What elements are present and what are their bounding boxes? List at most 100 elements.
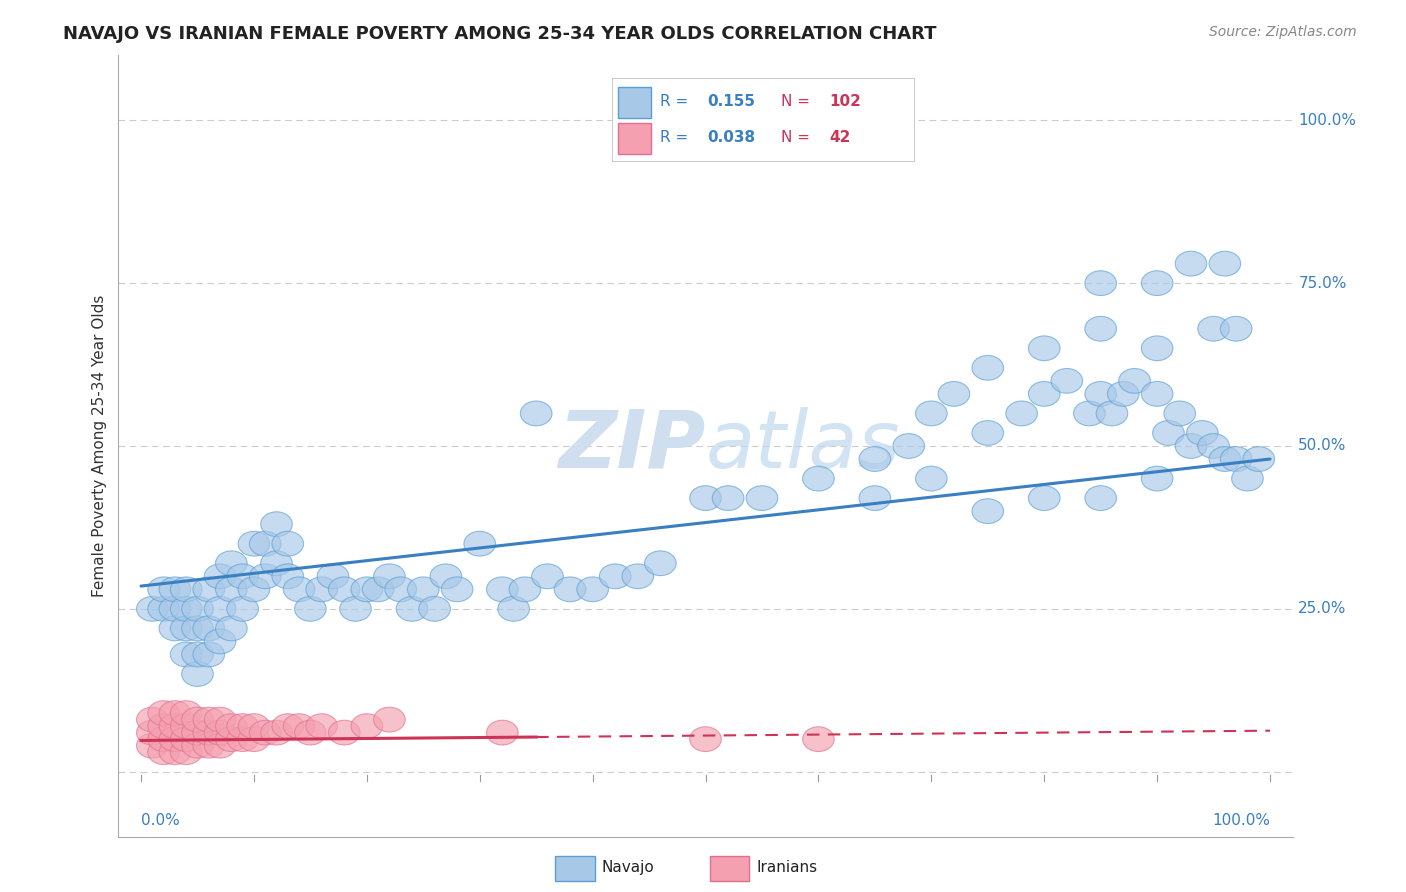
Ellipse shape — [1085, 317, 1116, 341]
Ellipse shape — [1198, 434, 1229, 458]
Ellipse shape — [1142, 271, 1173, 295]
Ellipse shape — [1243, 447, 1275, 471]
Ellipse shape — [859, 447, 890, 471]
Text: Source: ZipAtlas.com: Source: ZipAtlas.com — [1209, 25, 1357, 39]
Ellipse shape — [419, 597, 450, 621]
Ellipse shape — [1085, 486, 1116, 510]
Ellipse shape — [148, 727, 180, 752]
Ellipse shape — [1175, 434, 1206, 458]
Ellipse shape — [408, 577, 439, 602]
Ellipse shape — [307, 714, 337, 739]
Ellipse shape — [859, 486, 890, 510]
Text: 25.0%: 25.0% — [1298, 601, 1347, 616]
Ellipse shape — [159, 714, 191, 739]
Ellipse shape — [204, 629, 236, 654]
Ellipse shape — [193, 642, 225, 667]
Ellipse shape — [181, 597, 214, 621]
Text: 42: 42 — [830, 130, 851, 145]
Text: 0.038: 0.038 — [707, 130, 755, 145]
Ellipse shape — [295, 597, 326, 621]
Ellipse shape — [159, 577, 191, 602]
Text: Navajo: Navajo — [602, 860, 655, 874]
Text: R =: R = — [659, 130, 693, 145]
Ellipse shape — [226, 597, 259, 621]
Ellipse shape — [1220, 447, 1251, 471]
Ellipse shape — [747, 486, 778, 510]
Ellipse shape — [170, 616, 202, 640]
Ellipse shape — [148, 739, 180, 764]
Ellipse shape — [260, 720, 292, 745]
Ellipse shape — [193, 707, 225, 732]
Text: NAVAJO VS IRANIAN FEMALE POVERTY AMONG 25-34 YEAR OLDS CORRELATION CHART: NAVAJO VS IRANIAN FEMALE POVERTY AMONG 2… — [63, 25, 936, 43]
Ellipse shape — [893, 434, 925, 458]
Ellipse shape — [531, 564, 564, 589]
Ellipse shape — [226, 727, 259, 752]
Ellipse shape — [271, 714, 304, 739]
Ellipse shape — [1028, 382, 1060, 406]
Text: R =: R = — [659, 94, 693, 109]
Ellipse shape — [271, 532, 304, 556]
Ellipse shape — [136, 733, 169, 758]
Ellipse shape — [215, 551, 247, 575]
Ellipse shape — [1220, 317, 1251, 341]
Ellipse shape — [215, 616, 247, 640]
Text: 102: 102 — [830, 94, 860, 109]
Text: 50.0%: 50.0% — [1298, 439, 1347, 453]
Ellipse shape — [972, 355, 1004, 380]
Ellipse shape — [1164, 401, 1195, 425]
Ellipse shape — [396, 597, 427, 621]
Ellipse shape — [576, 577, 609, 602]
Ellipse shape — [170, 597, 202, 621]
Ellipse shape — [1142, 336, 1173, 360]
Ellipse shape — [599, 564, 631, 589]
Ellipse shape — [1153, 421, 1184, 445]
Ellipse shape — [148, 714, 180, 739]
Ellipse shape — [170, 714, 202, 739]
Ellipse shape — [170, 642, 202, 667]
Ellipse shape — [972, 499, 1004, 524]
Ellipse shape — [644, 551, 676, 575]
Ellipse shape — [329, 577, 360, 602]
Ellipse shape — [498, 597, 530, 621]
Ellipse shape — [193, 616, 225, 640]
Ellipse shape — [430, 564, 461, 589]
Ellipse shape — [181, 642, 214, 667]
Ellipse shape — [352, 577, 382, 602]
Text: 0.0%: 0.0% — [141, 814, 180, 828]
Ellipse shape — [1175, 252, 1206, 276]
Ellipse shape — [520, 401, 553, 425]
Ellipse shape — [938, 382, 970, 406]
Ellipse shape — [1187, 421, 1218, 445]
Ellipse shape — [803, 467, 834, 491]
Text: 75.0%: 75.0% — [1298, 276, 1347, 291]
Ellipse shape — [972, 421, 1004, 445]
Ellipse shape — [283, 714, 315, 739]
Ellipse shape — [226, 564, 259, 589]
Ellipse shape — [690, 727, 721, 752]
Ellipse shape — [329, 720, 360, 745]
Text: 0.155: 0.155 — [707, 94, 755, 109]
Ellipse shape — [238, 714, 270, 739]
Ellipse shape — [249, 532, 281, 556]
Ellipse shape — [260, 551, 292, 575]
FancyBboxPatch shape — [617, 87, 651, 118]
Ellipse shape — [441, 577, 472, 602]
Ellipse shape — [215, 714, 247, 739]
Ellipse shape — [204, 597, 236, 621]
Ellipse shape — [363, 577, 394, 602]
Ellipse shape — [803, 727, 834, 752]
Ellipse shape — [170, 727, 202, 752]
Ellipse shape — [136, 707, 169, 732]
Ellipse shape — [1005, 401, 1038, 425]
Ellipse shape — [193, 733, 225, 758]
Ellipse shape — [915, 401, 948, 425]
Ellipse shape — [170, 577, 202, 602]
Ellipse shape — [295, 720, 326, 745]
Ellipse shape — [713, 486, 744, 510]
Text: atlas: atlas — [706, 407, 900, 485]
Ellipse shape — [238, 577, 270, 602]
Ellipse shape — [215, 727, 247, 752]
Ellipse shape — [181, 720, 214, 745]
Ellipse shape — [238, 727, 270, 752]
Text: N =: N = — [780, 94, 814, 109]
